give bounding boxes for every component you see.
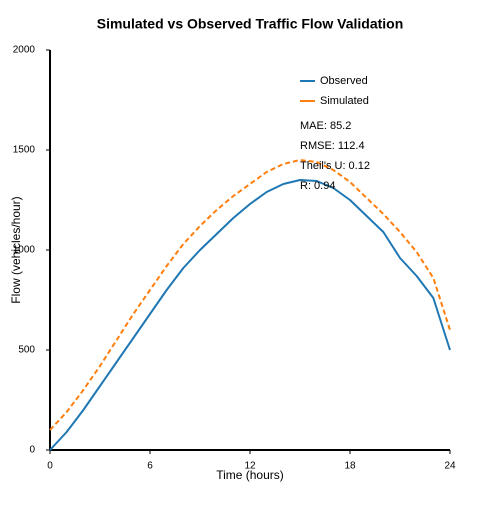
y-tick-label: 0	[29, 445, 35, 456]
y-axis-label: Flow (vehicles/hour)	[9, 196, 23, 303]
x-axis-label: Time (hours)	[216, 468, 284, 482]
annotation: Theil's U: 0.12	[300, 160, 370, 172]
annotation: R: 0.94	[300, 180, 335, 192]
legend-label: Observed	[320, 75, 368, 87]
y-tick-label: 2000	[13, 45, 36, 56]
x-tick-label: 0	[47, 461, 53, 472]
y-tick-label: 500	[18, 345, 35, 356]
x-tick-label: 12	[244, 461, 256, 472]
y-tick-label: 1000	[13, 245, 36, 256]
y-tick-label: 1500	[13, 145, 36, 156]
x-tick-label: 18	[344, 461, 356, 472]
x-tick-label: 6	[147, 461, 153, 472]
annotation: RMSE: 112.4	[300, 140, 365, 152]
legend-label: Simulated	[320, 95, 369, 107]
annotation: MAE: 85.2	[300, 120, 351, 132]
x-tick-label: 24	[444, 461, 456, 472]
data-line	[49, 159, 451, 431]
data-line	[49, 179, 451, 451]
chart-title: Simulated vs Observed Traffic Flow Valid…	[97, 16, 404, 32]
